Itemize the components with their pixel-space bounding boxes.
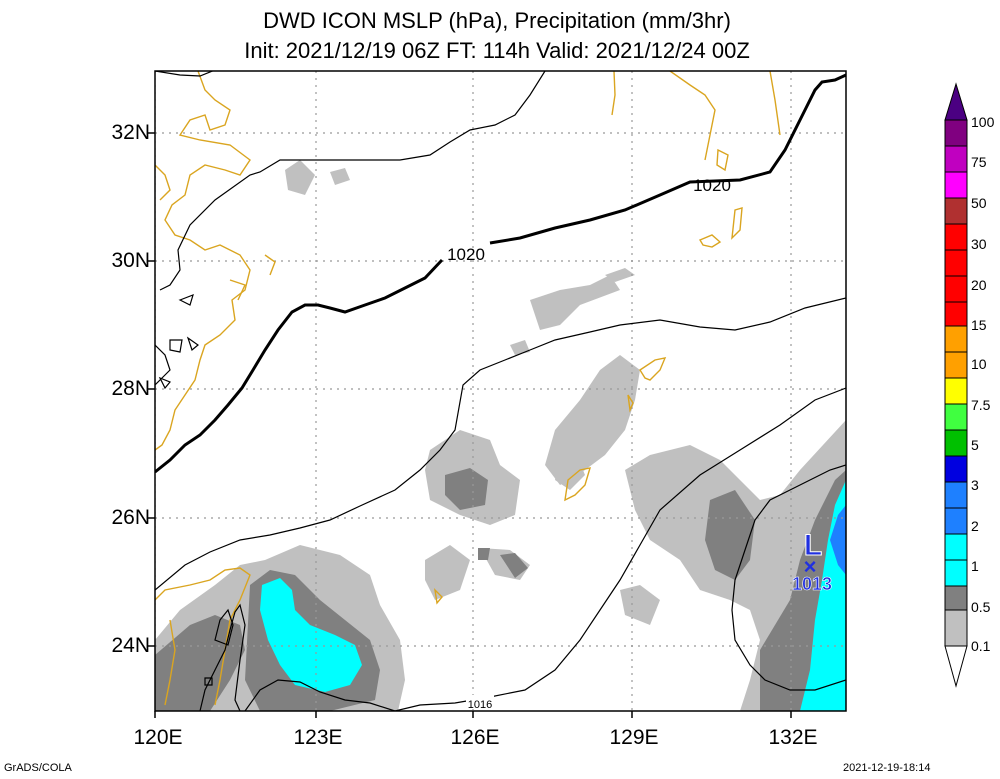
lat-label-28n: 28N bbox=[111, 377, 150, 400]
low-center-symbol: L bbox=[804, 529, 822, 562]
isobar-label: 1016 bbox=[468, 699, 492, 711]
lat-label-32n: 32N bbox=[111, 121, 150, 144]
colorbar-label: 5 bbox=[971, 437, 979, 453]
colorbar-label: 2 bbox=[971, 518, 979, 534]
lon-label-123e: 123E bbox=[293, 726, 343, 749]
isobar-label: 1020 bbox=[693, 176, 731, 195]
map-title-line2: Init: 2021/12/19 06Z FT: 114h Valid: 202… bbox=[244, 38, 750, 63]
low-pressure-center: L × 1013 bbox=[792, 529, 833, 595]
lon-label-126e: 126E bbox=[450, 726, 500, 749]
lat-label-26n: 26N bbox=[111, 506, 150, 529]
coastlines bbox=[155, 71, 781, 706]
colorbar-label: 7.5 bbox=[971, 397, 991, 413]
colorbar-label: 1 bbox=[971, 558, 979, 574]
map-title-line1: DWD ICON MSLP (hPa), Precipitation (mm/3… bbox=[263, 8, 731, 33]
low-center-marker: × bbox=[804, 554, 817, 579]
precip-colorbar bbox=[944, 82, 968, 688]
colorbar-label: 10 bbox=[971, 356, 987, 372]
lat-label-24n: 24N bbox=[111, 634, 150, 657]
colorbar-bottom-arrow bbox=[944, 645, 968, 688]
low-center-pressure: 1013 bbox=[792, 574, 832, 594]
colorbar-label: 20 bbox=[971, 277, 987, 293]
isobars bbox=[155, 71, 846, 711]
colorbar-label: 50 bbox=[971, 195, 987, 211]
map-frame bbox=[154, 70, 847, 712]
colorbar-label: 30 bbox=[971, 236, 987, 252]
colorbar-label: 100 bbox=[971, 114, 995, 130]
lon-label-120e: 120E bbox=[133, 726, 183, 749]
colorbar-label: 15 bbox=[971, 317, 987, 333]
lon-label-132e: 132E bbox=[768, 726, 818, 749]
colorbar-label: 0.1 bbox=[971, 638, 991, 654]
footer-software-credit: GrADS/COLA bbox=[4, 762, 72, 774]
colorbar-label: 75 bbox=[971, 154, 987, 170]
colorbar-top-arrow bbox=[944, 82, 968, 121]
colorbar-label: 3 bbox=[971, 477, 979, 493]
footer-timestamp: 2021-12-19-18:14 bbox=[843, 762, 931, 774]
precip-very-heavy-areas bbox=[830, 505, 846, 575]
lon-label-129e: 129E bbox=[609, 726, 659, 749]
lat-lon-grid bbox=[155, 71, 846, 711]
lat-label-30n: 30N bbox=[111, 249, 150, 272]
isobar-label: 1020 bbox=[447, 245, 485, 264]
colorbar-label: 0.5 bbox=[971, 599, 991, 615]
axis-ticks bbox=[148, 132, 792, 718]
map-area bbox=[155, 71, 846, 711]
